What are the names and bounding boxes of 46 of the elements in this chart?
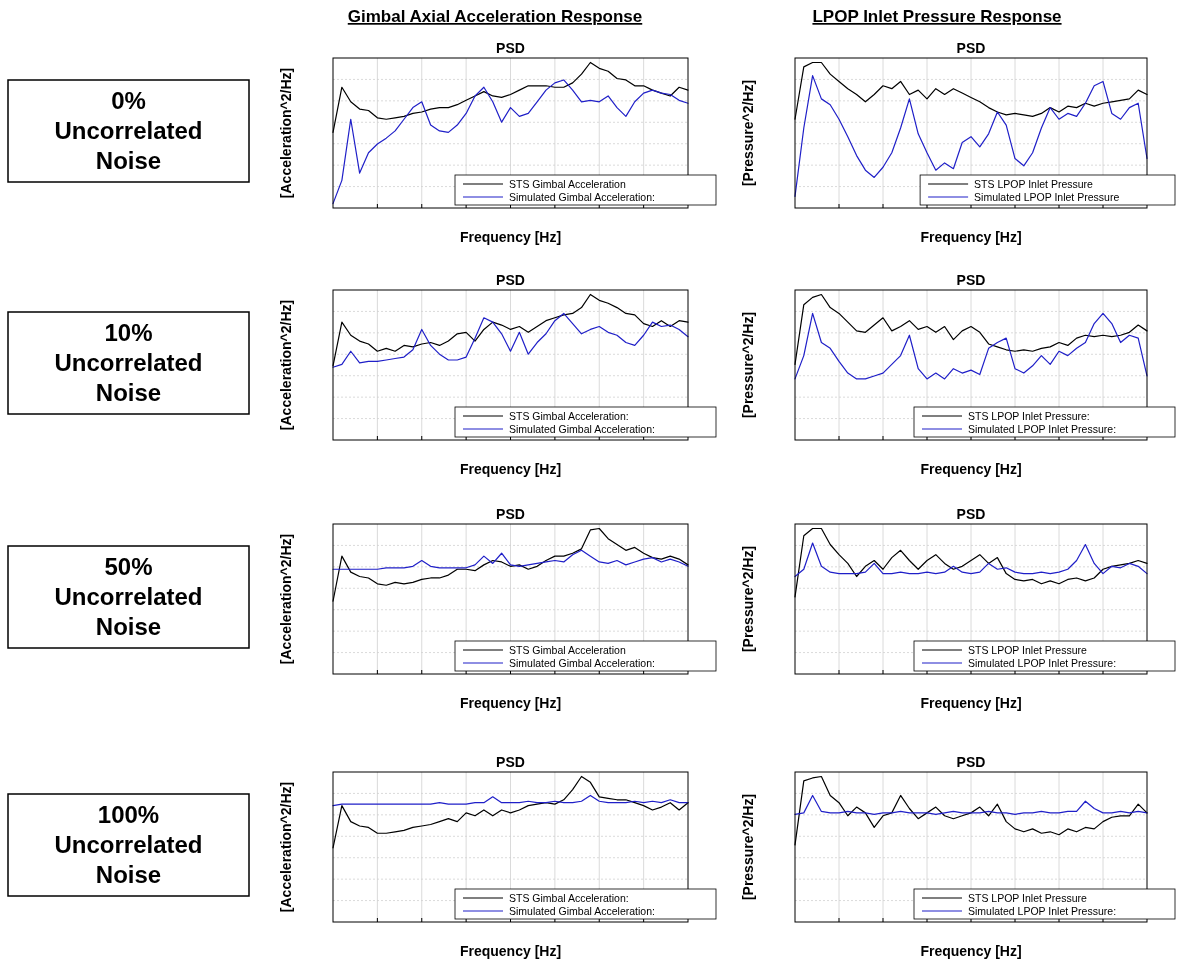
legend-label: STS Gimbal Acceleration: bbox=[509, 409, 629, 422]
legend-label: Simulated Gimbal Acceleration: bbox=[509, 190, 655, 203]
x-axis-title: Frequency [Hz] bbox=[920, 229, 1022, 245]
legend-label: Simulated Gimbal Acceleration: bbox=[509, 422, 655, 435]
chart-title: PSD bbox=[496, 40, 525, 56]
x-axis-title: Frequency [Hz] bbox=[459, 943, 562, 959]
legend-label: STS LPOP Inlet Pressure bbox=[968, 643, 1088, 656]
text: 10% Uncorrelated Noise bbox=[54, 319, 203, 406]
legend-label: Simulated LPOP Inlet Pressure: bbox=[968, 656, 1117, 669]
legend-label: STS Gimbal Acceleration bbox=[509, 643, 626, 656]
text: 50% Uncorrelated Noise bbox=[54, 553, 203, 640]
chart-title: PSD bbox=[496, 506, 525, 522]
y-axis-title: [Pressure^2/Hz] bbox=[740, 545, 756, 653]
y-axis-title: [Acceleration^2/Hz] bbox=[278, 67, 294, 199]
legend-label: Simulated LPOP Inlet Pressure: bbox=[968, 422, 1117, 435]
chart-title: PSD bbox=[956, 506, 986, 522]
text: 100% Uncorrelated Noise bbox=[54, 801, 203, 888]
chart-title: PSD bbox=[956, 272, 986, 288]
text: 0% Uncorrelated Noise bbox=[54, 87, 203, 174]
legend-label: STS Gimbal Acceleration: bbox=[509, 891, 629, 904]
legend-label: Simulated LPOP Inlet Pressure bbox=[974, 190, 1120, 203]
legend-label: STS Gimbal Acceleration bbox=[509, 177, 626, 190]
x-axis-title: Frequency [Hz] bbox=[459, 695, 562, 711]
x-axis-title: Frequency [Hz] bbox=[920, 461, 1022, 477]
chart-title: PSD bbox=[496, 754, 525, 770]
legend-label: Simulated Gimbal Acceleration: bbox=[509, 656, 655, 669]
y-axis-title: [Pressure^2/Hz] bbox=[740, 793, 756, 901]
y-axis-title: [Acceleration^2/Hz] bbox=[278, 781, 294, 913]
chart-title: PSD bbox=[956, 40, 986, 56]
y-axis-title: [Acceleration^2/Hz] bbox=[278, 299, 294, 431]
legend-label: STS LPOP Inlet Pressure: bbox=[968, 409, 1090, 422]
y-axis-title: [Pressure^2/Hz] bbox=[740, 311, 756, 419]
x-axis-title: Frequency [Hz] bbox=[459, 229, 562, 245]
chart-title: PSD bbox=[956, 754, 986, 770]
text: Gimbal Axial Acceleration Response bbox=[347, 7, 643, 26]
chart-title: PSD bbox=[496, 272, 525, 288]
x-axis-title: Frequency [Hz] bbox=[920, 943, 1022, 959]
x-axis-title: Frequency [Hz] bbox=[920, 695, 1022, 711]
y-axis-title: [Pressure^2/Hz] bbox=[740, 79, 756, 187]
y-axis-title: [Acceleration^2/Hz] bbox=[278, 533, 294, 665]
legend-label: Simulated LPOP Inlet Pressure: bbox=[968, 904, 1117, 917]
text: LPOP Inlet Pressure Response bbox=[812, 7, 1062, 26]
legend-label: Simulated Gimbal Acceleration: bbox=[509, 904, 655, 917]
x-axis-title: Frequency [Hz] bbox=[459, 461, 562, 477]
legend-label: STS LPOP Inlet Pressure bbox=[968, 891, 1088, 904]
legend-label: STS LPOP Inlet Pressure bbox=[974, 177, 1094, 190]
